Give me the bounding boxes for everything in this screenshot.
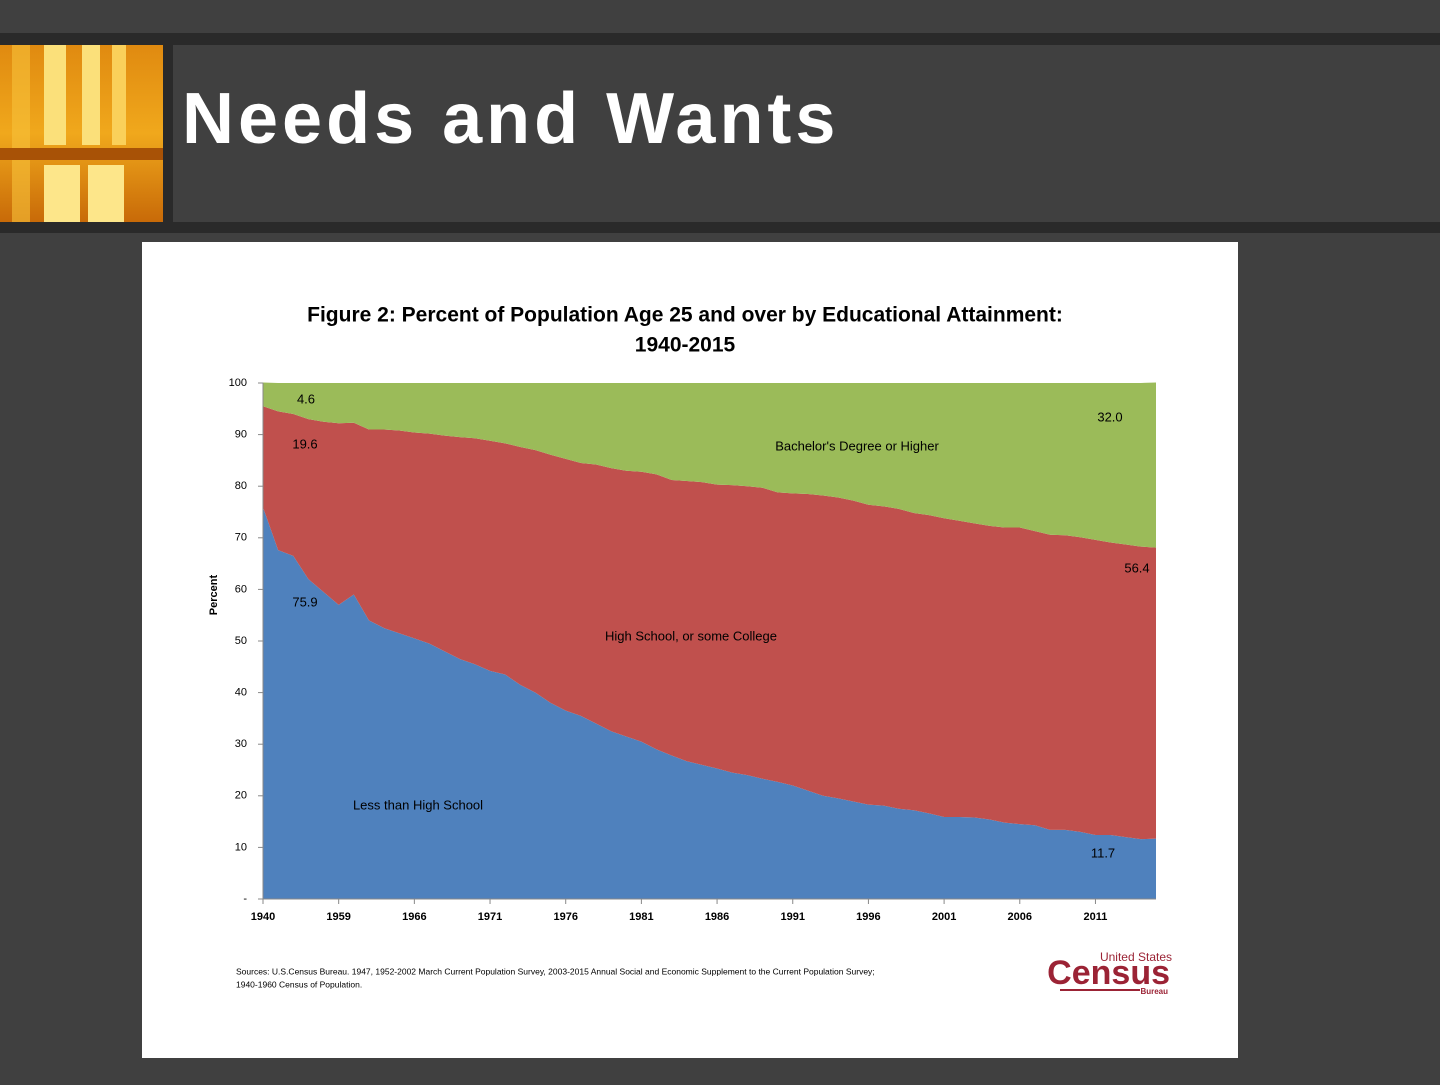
data-label: 75.9 (292, 594, 317, 609)
x-tick-label: 2011 (1084, 911, 1108, 923)
y-tick-label: 20 (235, 790, 247, 802)
y-tick-label: 60 (235, 583, 247, 595)
y-tick-label: 90 (235, 429, 247, 441)
y-tick-label: 10 (235, 841, 247, 853)
logo-text: Census (1047, 954, 1170, 992)
x-tick-label: 1981 (629, 911, 653, 923)
source-note: 1940-1960 Census of Population. (236, 979, 362, 989)
x-tick-label: 2006 (1008, 911, 1032, 923)
series-label: Bachelor's Degree or Higher (775, 438, 939, 453)
series-label: High School, or some College (605, 628, 777, 643)
y-tick-label: 40 (235, 687, 247, 699)
data-label: 4.6 (297, 391, 315, 406)
y-tick-label: 100 (229, 377, 247, 389)
top-rule (0, 33, 1440, 45)
decoration (0, 45, 163, 222)
series-label: Less than High School (353, 797, 483, 812)
census-logo: United States Census Bureau (1047, 950, 1172, 996)
x-tick-label: 1986 (705, 911, 729, 923)
data-label: 11.7 (1091, 845, 1115, 860)
x-tick-label: 1991 (781, 911, 805, 923)
y-tick-label: 80 (235, 480, 247, 492)
logo-text: United States (1100, 950, 1172, 964)
x-tick-label: 1959 (326, 911, 350, 923)
source-note: Sources: U.S.Census Bureau. 1947, 1952-2… (236, 966, 875, 976)
bottom-rule (0, 222, 1440, 233)
x-tick-label: 1966 (402, 911, 426, 923)
x-tick-label: 1971 (478, 911, 502, 923)
y-tick-label: 50 (235, 635, 247, 647)
y-axis-label: Percent (208, 574, 220, 615)
area (263, 507, 1156, 899)
x-tick-label: 2001 (932, 911, 956, 923)
chart-title: Figure 2: Percent of Population Age 25 a… (307, 304, 1063, 327)
y-tick-label: 30 (235, 738, 247, 750)
divider (163, 45, 173, 222)
logo-text: Bureau (1140, 987, 1168, 996)
data-label: 32.0 (1097, 409, 1122, 424)
data-label: 56.4 (1124, 560, 1149, 575)
area (263, 406, 1156, 840)
logo-rule (1060, 989, 1140, 991)
data-label: 19.6 (292, 436, 317, 451)
area (263, 382, 1156, 548)
x-tick-label: 1940 (251, 911, 275, 923)
y-tick-label: - (243, 893, 247, 905)
x-tick-label: 1996 (856, 911, 880, 923)
chart-title: 1940-2015 (635, 334, 736, 357)
slide-title: Needs and Wants (182, 79, 839, 159)
plot: - 10 20 30 40 50 60 70 80 90 100 1940 1959 1966 1971 19… (229, 377, 1156, 923)
x-tick-label: 1976 (553, 911, 577, 923)
y-tick-label: 70 (235, 532, 247, 544)
